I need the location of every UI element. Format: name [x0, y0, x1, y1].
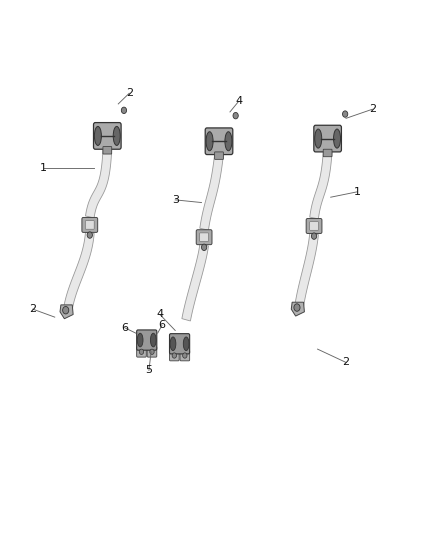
Text: 6: 6: [159, 320, 166, 330]
FancyBboxPatch shape: [82, 217, 98, 232]
Circle shape: [139, 349, 144, 354]
Text: 2: 2: [369, 104, 376, 114]
Polygon shape: [310, 151, 332, 219]
FancyBboxPatch shape: [180, 350, 190, 361]
Ellipse shape: [206, 132, 213, 151]
FancyBboxPatch shape: [170, 334, 190, 354]
Polygon shape: [200, 154, 223, 230]
FancyBboxPatch shape: [200, 233, 208, 241]
Circle shape: [311, 233, 317, 239]
Ellipse shape: [151, 333, 156, 347]
FancyBboxPatch shape: [196, 230, 212, 245]
FancyBboxPatch shape: [323, 149, 332, 157]
Circle shape: [63, 306, 69, 314]
Circle shape: [172, 353, 177, 358]
Circle shape: [87, 232, 92, 238]
Circle shape: [233, 112, 238, 119]
Text: 2: 2: [126, 88, 133, 98]
Polygon shape: [60, 305, 73, 319]
FancyBboxPatch shape: [137, 330, 157, 350]
Ellipse shape: [94, 126, 102, 146]
FancyBboxPatch shape: [137, 346, 146, 357]
Circle shape: [294, 304, 300, 311]
FancyBboxPatch shape: [170, 350, 179, 361]
Polygon shape: [182, 245, 208, 321]
FancyBboxPatch shape: [310, 222, 318, 230]
FancyBboxPatch shape: [147, 346, 157, 357]
Circle shape: [201, 244, 207, 251]
Ellipse shape: [170, 337, 176, 351]
Text: 3: 3: [172, 195, 179, 205]
Polygon shape: [64, 232, 94, 310]
FancyBboxPatch shape: [314, 125, 342, 152]
Circle shape: [343, 111, 348, 117]
Polygon shape: [295, 233, 318, 308]
FancyBboxPatch shape: [205, 128, 233, 155]
FancyBboxPatch shape: [215, 152, 223, 159]
Text: 5: 5: [145, 366, 152, 375]
Ellipse shape: [183, 337, 189, 351]
Text: 2: 2: [29, 304, 36, 314]
Text: 4: 4: [235, 96, 242, 106]
Polygon shape: [291, 302, 304, 316]
FancyBboxPatch shape: [85, 221, 94, 229]
Circle shape: [121, 107, 127, 114]
Ellipse shape: [113, 126, 120, 146]
Polygon shape: [85, 149, 112, 218]
Ellipse shape: [225, 132, 232, 151]
Ellipse shape: [314, 129, 321, 148]
FancyBboxPatch shape: [306, 219, 322, 233]
Text: 4: 4: [156, 310, 163, 319]
Circle shape: [183, 353, 187, 358]
Text: 1: 1: [353, 187, 360, 197]
Circle shape: [150, 349, 154, 354]
Ellipse shape: [334, 129, 341, 148]
Ellipse shape: [137, 333, 143, 347]
Text: 6: 6: [121, 323, 128, 333]
FancyBboxPatch shape: [93, 123, 121, 149]
Text: 2: 2: [343, 358, 350, 367]
Text: 1: 1: [40, 163, 47, 173]
FancyBboxPatch shape: [103, 147, 112, 154]
